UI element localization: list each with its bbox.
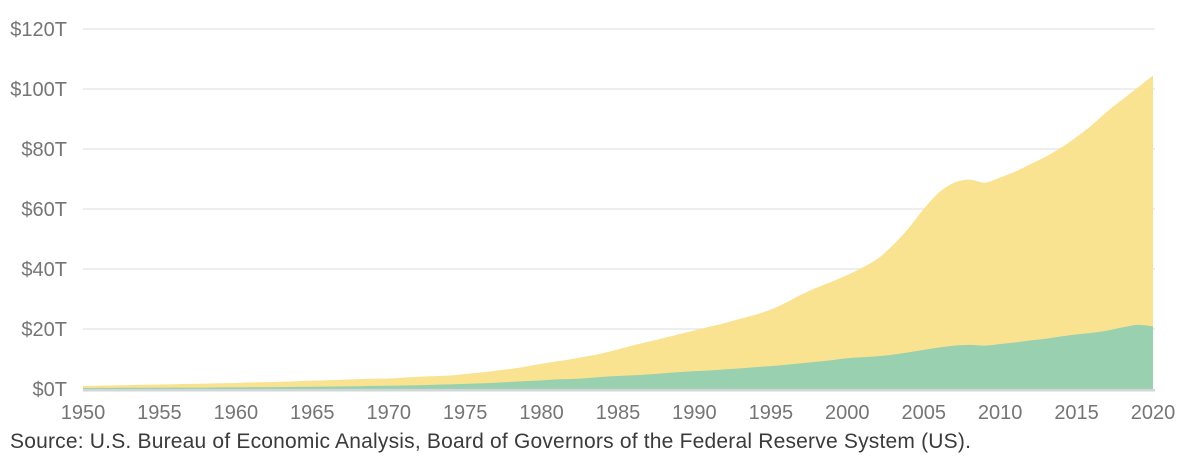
y-tick-label: $0T <box>33 379 67 401</box>
series-areas <box>83 75 1153 389</box>
y-axis-labels: $0T $20T $40T $60T $80T $100T $120T <box>10 19 67 401</box>
x-tick-label: 1960 <box>214 402 259 424</box>
y-tick-label: $120T <box>10 19 67 41</box>
x-tick-label: 2015 <box>1054 402 1099 424</box>
x-tick-label: 2005 <box>901 402 946 424</box>
x-tick-label: 1950 <box>61 402 106 424</box>
y-tick-label: $40T <box>21 259 67 281</box>
source-caption: Source: U.S. Bureau of Economic Analysis… <box>10 430 972 453</box>
x-tick-label: 2020 <box>1131 402 1176 424</box>
x-tick-label: 1995 <box>749 402 794 424</box>
yellow-area-series <box>83 75 1153 389</box>
x-tick-label: 2010 <box>978 402 1023 424</box>
x-tick-label: 1975 <box>443 402 488 424</box>
green-area-series <box>83 324 1153 389</box>
x-tick-label: 1970 <box>366 402 411 424</box>
x-axis-labels: 1950 1955 1960 1965 1970 1975 1980 1985 1990 1995… <box>61 402 1176 424</box>
x-tick-label: 2000 <box>825 402 870 424</box>
x-tick-label: 1965 <box>290 402 335 424</box>
x-tick-label: 1990 <box>672 402 717 424</box>
y-tick-label: $80T <box>21 139 67 161</box>
y-tick-label: $20T <box>21 319 67 341</box>
area-chart: $0T$20T$40T$60T$80T$100T$120T 1950 1955 19… <box>10 19 1176 424</box>
y-tick-label: $60T <box>21 199 67 221</box>
y-tick-label: $100T <box>10 79 67 101</box>
x-tick-label: 1980 <box>519 402 564 424</box>
x-tick-label: 1955 <box>137 402 182 424</box>
x-tick-label: 1985 <box>596 402 641 424</box>
